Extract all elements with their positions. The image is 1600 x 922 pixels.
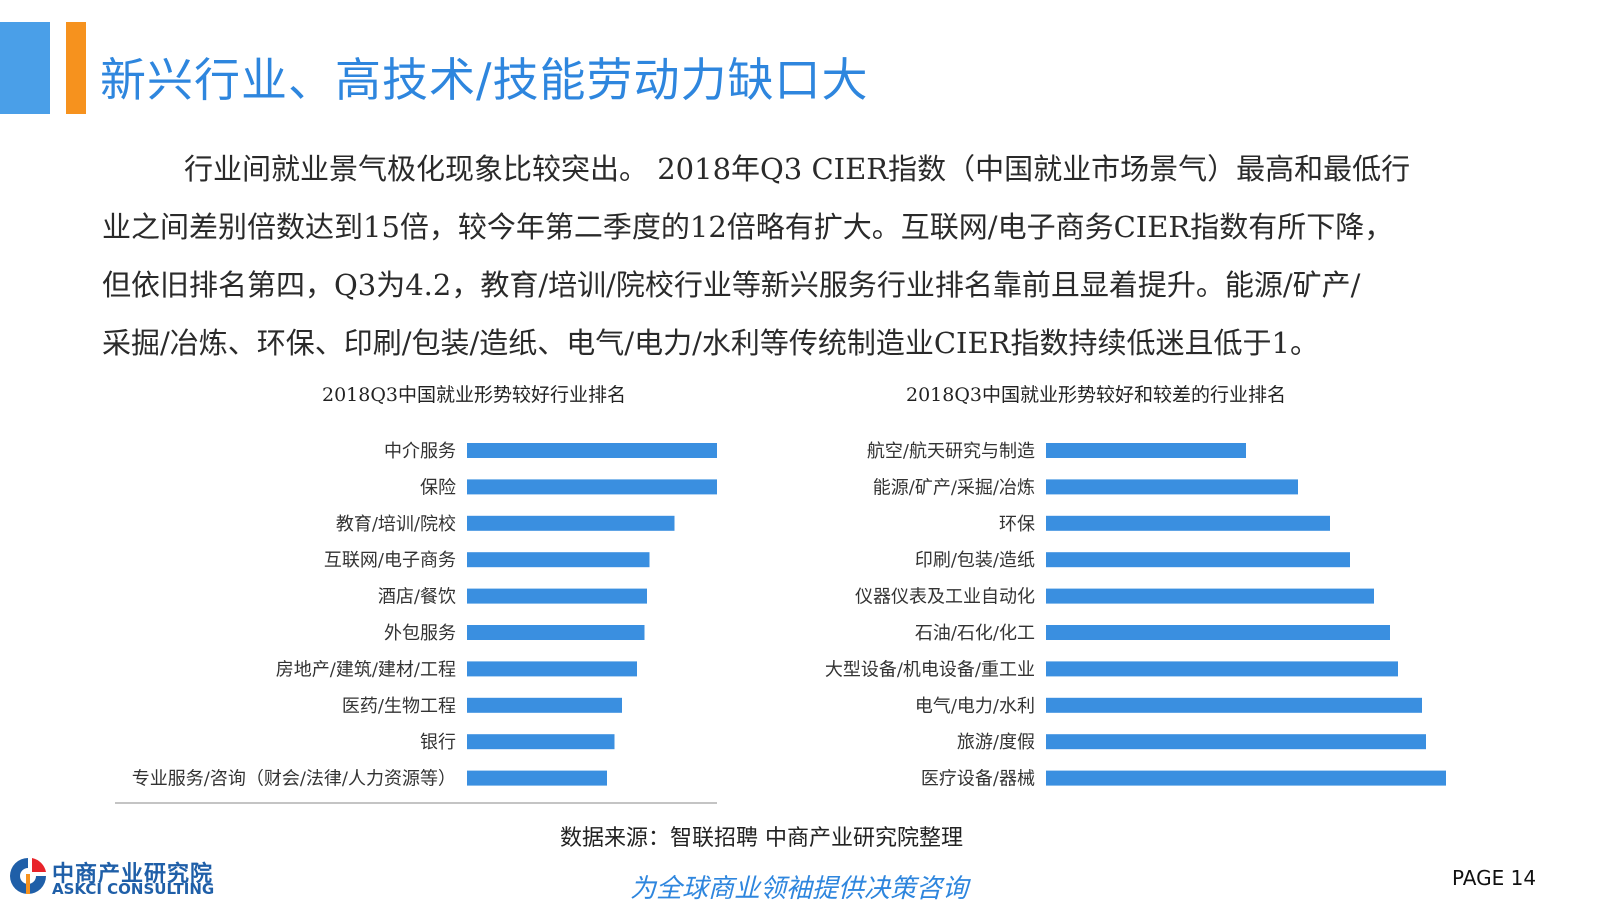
chart-bar <box>1046 443 1246 458</box>
chart-bar <box>467 552 650 568</box>
chart-category-label: 能源/矿产/采掘/冶炼 <box>873 477 1035 498</box>
chart-category-label: 环保 <box>999 514 1035 535</box>
chart-bar <box>467 443 717 458</box>
chart-bar <box>1046 479 1298 495</box>
paragraph-line: 业之间差别倍数达到15倍，较今年第二季度的12倍略有扩大。互联网/电子商务CIE… <box>102 210 1394 244</box>
chart-title-good-industries: 2018Q3中国就业形势较好行业排名 <box>322 384 627 406</box>
chart-category-label: 中介服务 <box>384 441 456 462</box>
header-accent-orange <box>66 22 86 114</box>
chart-category-label: 专业服务/咨询（财会/法律/人力资源等） <box>132 769 456 790</box>
data-source: 数据来源：智联招聘 中商产业研究院整理 <box>560 826 963 851</box>
chart-category-label: 医疗设备/器械 <box>921 769 1035 790</box>
chart-bar <box>467 625 645 640</box>
logo-text-cn: 中商产业研究院 <box>52 862 214 887</box>
chart-category-label: 旅游/度假 <box>957 732 1035 753</box>
paragraph-line: 但依旧排名第四，Q3为4.2，教育/培训/院校行业等新兴服务行业排名靠前且显着提… <box>102 268 1361 302</box>
chart-title-good-and-bad-industries: 2018Q3中国就业形势较好和较差的行业排名 <box>906 384 1287 406</box>
chart-category-label: 保险 <box>420 477 456 498</box>
chart-category-label: 酒店/餐饮 <box>378 587 456 608</box>
chart-bar <box>467 734 615 750</box>
chart-category-label: 互联网/电子商务 <box>324 550 456 571</box>
chart-bar <box>1046 661 1398 677</box>
chart-bar <box>1046 770 1446 786</box>
chart-category-label: 医药/生物工程 <box>342 696 456 717</box>
chart-category-label: 电气/电力/水利 <box>915 696 1035 717</box>
chart-bar <box>1046 588 1374 604</box>
chart-bar <box>1046 552 1350 568</box>
chart-bar <box>467 588 647 604</box>
chart-category-label: 大型设备/机电设备/重工业 <box>825 659 1035 680</box>
chart-bar <box>1046 697 1422 713</box>
summary-paragraph: 行业间就业景气极化现象比较突出。 2018年Q3 CIER指数（中国就业市场景气… <box>102 140 1502 372</box>
chart-category-label: 仪器仪表及工业自动化 <box>855 587 1035 608</box>
paragraph-line: 采掘/冶炼、环保、印刷/包装/造纸、电气/电力/水利等传统制造业CIER指数持续… <box>102 326 1319 360</box>
chart-bar <box>1046 734 1426 750</box>
chart-bar <box>1046 515 1330 531</box>
header-accent-blue <box>0 22 50 114</box>
chart-bar <box>1046 625 1390 640</box>
company-logo: 中商产业研究院 ASKCI CONSULTING <box>6 850 216 902</box>
chart-bar <box>467 697 622 713</box>
chart-category-label: 教育/培训/院校 <box>336 514 456 535</box>
chart-bar <box>467 770 607 786</box>
chart-category-label: 银行 <box>420 732 456 753</box>
chart-bar <box>467 661 637 677</box>
chart-category-label: 航空/航天研究与制造 <box>867 441 1035 462</box>
paragraph-line: 行业间就业景气极化现象比较突出。 2018年Q3 CIER指数（中国就业市场景气… <box>184 152 1411 186</box>
chart-category-label: 印刷/包装/造纸 <box>915 550 1035 571</box>
logo-text-en: ASKCI CONSULTING <box>52 880 215 898</box>
page-number: PAGE 14 <box>1452 866 1537 890</box>
chart-bar <box>467 515 675 531</box>
slogan: 为全球商业领袖提供决策咨询 <box>630 874 969 904</box>
chart-category-label: 外包服务 <box>384 623 456 644</box>
chart-bar <box>467 479 717 495</box>
chart-category-label: 石油/石化/化工 <box>915 623 1035 644</box>
page-title: 新兴行业、高技术/技能劳动力缺口大 <box>100 53 869 107</box>
logo-mark-icon <box>10 858 46 894</box>
chart-category-label: 房地产/建筑/建材/工程 <box>276 659 456 680</box>
